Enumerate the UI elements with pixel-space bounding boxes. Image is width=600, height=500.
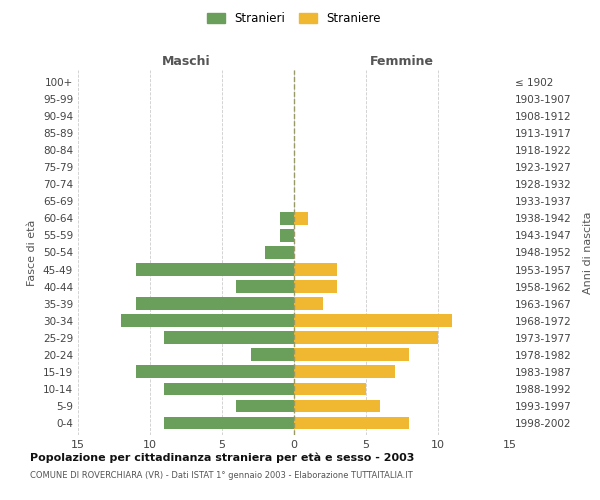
Bar [280,229,294,242]
Bar [265,246,294,259]
Text: Femmine: Femmine [370,56,434,68]
Bar [280,212,294,225]
Bar [294,366,395,378]
Bar [294,348,409,361]
Bar [294,263,337,276]
Bar [294,314,452,327]
Y-axis label: Anni di nascita: Anni di nascita [583,211,593,294]
Bar [294,416,409,430]
Bar [136,298,294,310]
Bar [294,382,366,396]
Bar [164,382,294,396]
Text: COMUNE DI ROVERCHIARA (VR) - Dati ISTAT 1° gennaio 2003 - Elaborazione TUTTAITAL: COMUNE DI ROVERCHIARA (VR) - Dati ISTAT … [30,471,413,480]
Bar [294,212,308,225]
Bar [294,332,438,344]
Bar [164,332,294,344]
Legend: Stranieri, Straniere: Stranieri, Straniere [203,8,385,28]
Bar [251,348,294,361]
Text: Popolazione per cittadinanza straniera per età e sesso - 2003: Popolazione per cittadinanza straniera p… [30,452,415,463]
Bar [236,280,294,293]
Bar [294,280,337,293]
Y-axis label: Fasce di età: Fasce di età [28,220,37,286]
Text: Maschi: Maschi [161,56,211,68]
Bar [164,416,294,430]
Bar [294,400,380,412]
Bar [294,298,323,310]
Bar [236,400,294,412]
Bar [136,263,294,276]
Bar [121,314,294,327]
Bar [136,366,294,378]
